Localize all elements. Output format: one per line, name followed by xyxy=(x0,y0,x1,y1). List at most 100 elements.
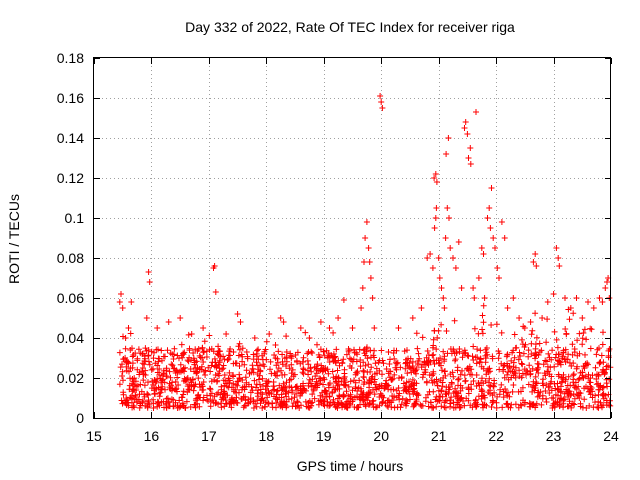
data-point xyxy=(586,402,593,409)
data-point xyxy=(425,352,432,358)
data-point xyxy=(321,352,328,359)
data-point xyxy=(558,395,565,402)
data-point xyxy=(178,352,185,359)
data-point xyxy=(505,376,512,383)
data-point xyxy=(601,369,608,376)
data-point xyxy=(471,295,478,301)
data-point xyxy=(509,388,516,395)
data-point xyxy=(294,359,300,365)
data-point xyxy=(357,363,364,370)
data-point xyxy=(140,377,147,384)
data-point xyxy=(496,275,502,281)
data-point xyxy=(415,392,422,398)
data-point xyxy=(149,378,156,385)
data-point xyxy=(567,305,574,311)
data-point xyxy=(232,360,239,367)
data-point xyxy=(519,370,526,377)
data-point xyxy=(119,361,125,368)
data-point xyxy=(125,325,132,331)
data-point xyxy=(551,328,558,335)
data-point xyxy=(200,359,207,365)
data-point xyxy=(536,340,543,347)
data-point xyxy=(318,398,325,405)
data-point xyxy=(235,352,242,359)
data-point xyxy=(520,350,527,357)
data-point xyxy=(314,384,321,391)
data-point xyxy=(426,372,433,378)
data-point xyxy=(511,369,518,376)
data-point xyxy=(454,401,461,408)
data-point xyxy=(203,354,210,360)
data-point xyxy=(212,289,219,295)
data-point xyxy=(467,402,474,409)
data-point xyxy=(265,399,272,406)
data-point xyxy=(163,367,170,374)
data-point xyxy=(577,390,584,397)
data-point xyxy=(432,396,439,403)
data-point xyxy=(518,336,525,343)
data-point xyxy=(410,391,417,398)
data-point xyxy=(174,374,181,381)
data-point xyxy=(588,326,595,333)
data-point xyxy=(239,358,246,365)
data-point xyxy=(376,382,383,389)
data-point xyxy=(129,404,136,411)
data-point xyxy=(305,382,312,389)
data-point xyxy=(491,377,498,384)
data-point xyxy=(306,404,313,411)
data-point xyxy=(130,386,137,393)
data-point xyxy=(435,357,442,364)
data-point xyxy=(263,338,270,345)
data-point xyxy=(160,398,167,405)
data-point xyxy=(431,378,438,385)
data-point xyxy=(142,345,149,352)
data-point xyxy=(479,326,486,333)
data-point xyxy=(119,368,126,375)
data-point xyxy=(450,399,457,406)
data-point xyxy=(403,388,410,394)
data-point xyxy=(599,391,606,398)
data-point xyxy=(300,370,307,377)
data-point xyxy=(343,398,350,405)
data-point xyxy=(515,356,522,363)
data-point xyxy=(252,400,259,407)
data-point xyxy=(557,395,563,402)
data-point xyxy=(413,330,420,337)
data-point xyxy=(553,245,560,251)
data-point xyxy=(588,385,595,391)
data-point xyxy=(430,370,437,377)
data-point xyxy=(342,379,349,386)
data-point xyxy=(325,381,332,388)
data-point xyxy=(250,351,257,358)
data-point xyxy=(286,365,293,372)
data-point xyxy=(413,366,420,373)
data-point xyxy=(439,379,446,386)
data-point xyxy=(587,383,594,390)
data-point xyxy=(120,389,127,396)
data-point xyxy=(461,125,468,131)
data-point xyxy=(592,399,598,406)
data-point xyxy=(479,312,486,319)
data-point xyxy=(159,383,166,390)
data-point xyxy=(422,398,429,405)
data-point xyxy=(451,317,458,324)
x-tick-label: 19 xyxy=(316,428,332,444)
data-point xyxy=(166,403,173,409)
data-point xyxy=(503,353,510,360)
data-point xyxy=(250,369,257,376)
data-point xyxy=(255,366,262,373)
data-point xyxy=(570,371,577,378)
data-point xyxy=(455,375,462,382)
y-tick-label: 0.06 xyxy=(57,290,84,306)
data-point xyxy=(213,364,220,371)
data-point xyxy=(343,351,350,358)
data-point xyxy=(414,345,421,352)
data-point xyxy=(452,357,458,364)
data-point xyxy=(379,357,386,364)
y-tick-label: 0 xyxy=(76,410,84,426)
data-point xyxy=(154,325,161,331)
data-point xyxy=(378,347,385,354)
data-point xyxy=(366,376,373,383)
data-point xyxy=(511,354,518,361)
data-point xyxy=(483,371,490,378)
